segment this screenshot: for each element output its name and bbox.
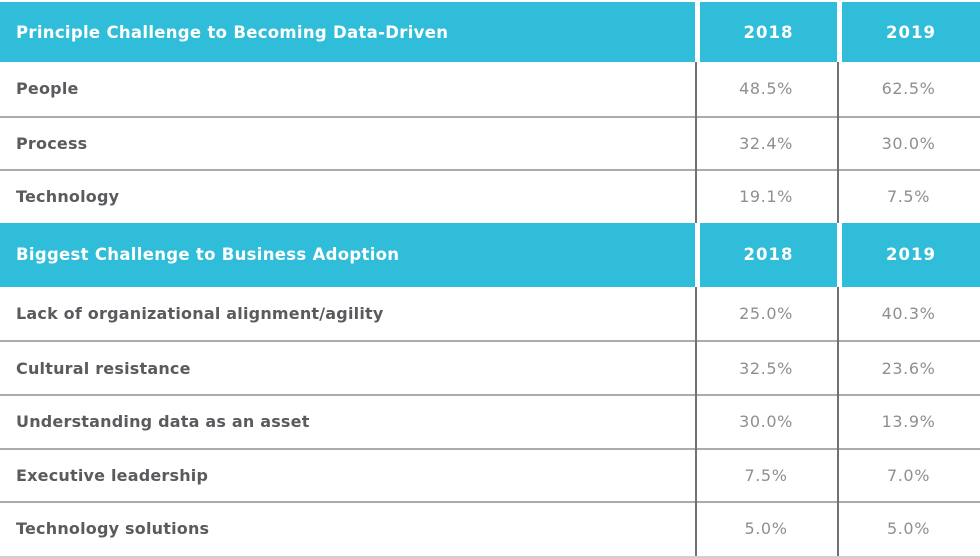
row-label: Technology xyxy=(16,187,120,207)
section-data-driven: Principle Challenge to Becoming Data-Dri… xyxy=(0,2,980,223)
column-header-2018: 2018 xyxy=(695,222,837,287)
table-row: People 48.5% 62.5% xyxy=(0,62,980,116)
value-2019: 7.0% xyxy=(886,465,931,485)
value-2018: 32.4% xyxy=(739,133,793,153)
row-label: People xyxy=(16,79,79,99)
value-2018: 48.5% xyxy=(739,79,793,99)
table-row: Executive leadership 7.5% 7.0% xyxy=(0,447,980,502)
value-2019: 13.9% xyxy=(881,412,936,432)
table-row: Technology 19.1% 7.5% xyxy=(0,169,980,223)
value-2019: 5.0% xyxy=(886,519,931,539)
value-2018: 30.0% xyxy=(739,412,793,432)
section-title: Biggest Challenge to Business Adoption xyxy=(0,222,695,287)
row-label: Cultural resistance xyxy=(16,358,191,378)
section-header-row: Biggest Challenge to Business Adoption 2… xyxy=(0,222,980,287)
column-divider xyxy=(837,62,839,223)
column-divider xyxy=(695,62,697,223)
row-label: Lack of organizational alignment/agility xyxy=(16,304,384,324)
value-2019: 7.5% xyxy=(886,187,931,207)
value-2019: 62.5% xyxy=(881,79,936,99)
column-header-2019: 2019 xyxy=(837,2,980,62)
table-row: Process 32.4% 30.0% xyxy=(0,115,980,170)
row-label: Technology solutions xyxy=(16,519,210,539)
section-business-adoption: Biggest Challenge to Business Adoption 2… xyxy=(0,222,980,556)
value-2018: 19.1% xyxy=(739,187,793,207)
value-2019: 23.6% xyxy=(881,358,936,378)
column-header-2018: 2018 xyxy=(695,2,837,62)
value-2019: 30.0% xyxy=(881,133,936,153)
value-2018: 7.5% xyxy=(744,465,788,485)
value-2019: 40.3% xyxy=(881,304,936,324)
section-body: Lack of organizational alignment/agility… xyxy=(0,286,980,556)
value-2018: 32.5% xyxy=(739,358,793,378)
section-body: People 48.5% 62.5% Process 32.4% 30.0% T… xyxy=(0,62,980,223)
column-header-2019: 2019 xyxy=(837,222,980,287)
table-row: Technology solutions 5.0% 5.0% xyxy=(0,501,980,555)
column-divider xyxy=(837,286,839,556)
row-label: Executive leadership xyxy=(16,465,209,485)
value-2018: 25.0% xyxy=(739,304,793,324)
row-label: Process xyxy=(16,133,88,153)
table-row: Lack of organizational alignment/agility… xyxy=(0,287,980,341)
row-label: Understanding data as an asset xyxy=(16,412,310,432)
value-2018: 5.0% xyxy=(744,519,788,539)
column-divider xyxy=(695,286,697,556)
table-row: Cultural resistance 32.5% 23.6% xyxy=(0,340,980,394)
section-header-row: Principle Challenge to Becoming Data-Dri… xyxy=(0,2,980,62)
table-row: Understanding data as an asset 30.0% 13.… xyxy=(0,393,980,448)
section-title: Principle Challenge to Becoming Data-Dri… xyxy=(0,2,695,62)
